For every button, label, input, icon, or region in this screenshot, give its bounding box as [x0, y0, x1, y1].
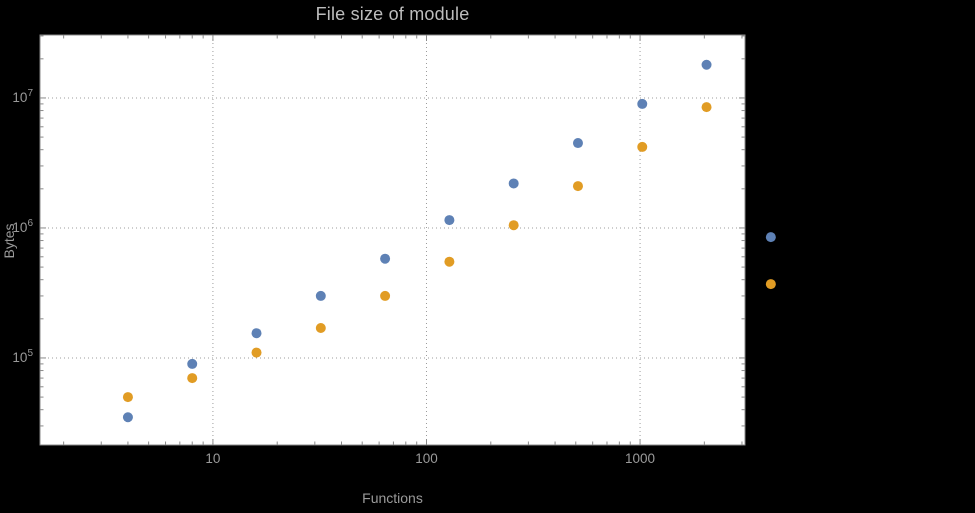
- data-point-series-blue: [444, 215, 455, 226]
- data-point-series-blue: [315, 290, 326, 301]
- data-point-series-blue: [187, 358, 198, 369]
- x-axis-label: Functions: [362, 490, 423, 506]
- data-point-series-orange: [380, 290, 391, 301]
- data-point-series-blue: [380, 253, 391, 264]
- x-tick-label: 1000: [625, 451, 655, 466]
- chart-title: File size of module: [315, 4, 470, 24]
- y-tick-label: 106: [12, 218, 33, 235]
- x-tick-label: 10: [205, 451, 220, 466]
- data-point-series-blue: [572, 138, 583, 149]
- x-tick-label: 100: [415, 451, 438, 466]
- y-axis-label: Bytes: [1, 223, 17, 259]
- data-point-series-orange: [508, 220, 519, 231]
- y-tick-label: 107: [12, 88, 33, 105]
- y-tick-label: 105: [12, 348, 33, 365]
- data-point-series-blue: [508, 178, 519, 189]
- data-point-series-blue: [765, 232, 776, 243]
- data-point-series-orange: [251, 347, 262, 358]
- data-point-series-orange: [315, 322, 326, 333]
- data-point-series-blue: [251, 328, 262, 339]
- data-point-series-orange: [444, 256, 455, 267]
- data-point-series-blue: [122, 412, 133, 423]
- data-point-series-orange: [187, 373, 198, 384]
- data-point-series-blue: [637, 98, 648, 109]
- data-point-series-orange: [572, 181, 583, 192]
- data-point-series-orange: [122, 392, 133, 403]
- data-point-series-orange: [637, 141, 648, 152]
- plot-frame: [39, 34, 746, 446]
- data-point-series-blue: [701, 59, 712, 70]
- data-point-series-orange: [701, 102, 712, 113]
- data-point-series-orange: [765, 279, 776, 290]
- plot-background: [40, 35, 745, 445]
